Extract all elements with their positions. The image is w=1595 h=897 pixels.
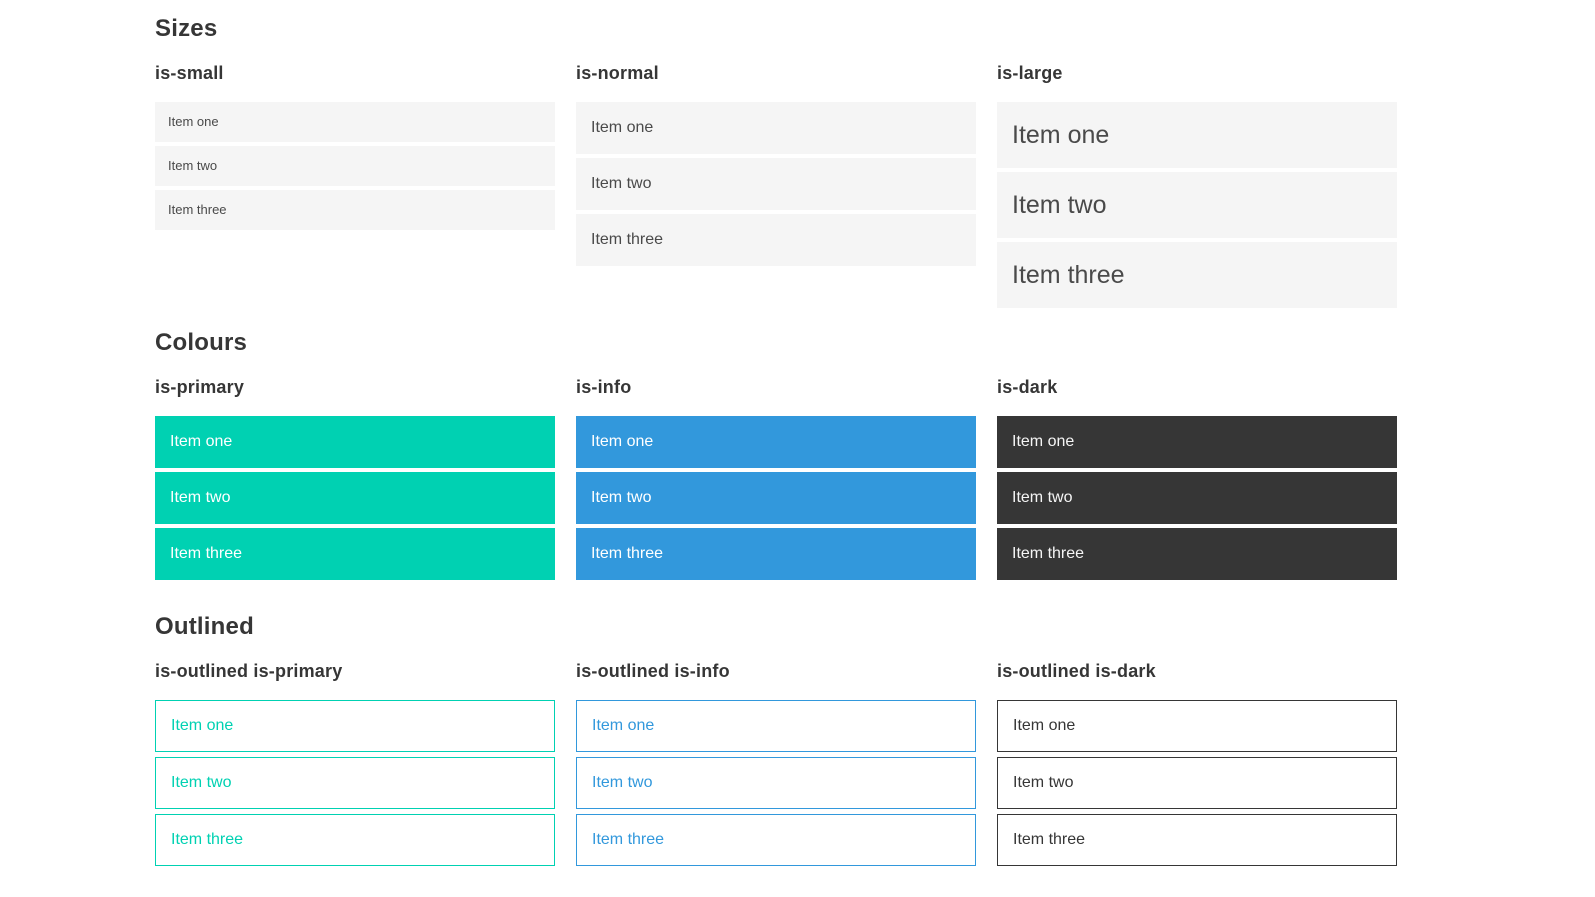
column-is-primary: is-primary Item one Item two Item three [155, 376, 555, 580]
list-is-info: Item one Item two Item three [576, 416, 976, 580]
column-outlined-info: is-outlined is-info Item one Item two It… [576, 660, 976, 866]
list-item[interactable]: Item one [997, 700, 1397, 752]
list-item[interactable]: Item three [155, 814, 555, 866]
list-item[interactable]: Item three [155, 190, 555, 230]
list-item[interactable]: Item three [576, 214, 976, 266]
list-outlined-dark: Item one Item two Item three [997, 700, 1397, 866]
list-item[interactable]: Item one [576, 416, 976, 468]
list-is-small: Item one Item two Item three [155, 102, 555, 230]
column-is-small: is-small Item one Item two Item three [155, 62, 555, 308]
sizes-columns: is-small Item one Item two Item three is… [155, 62, 1397, 308]
column-is-dark: is-dark Item one Item two Item three [997, 376, 1397, 580]
section-title-outlined: Outlined [155, 613, 254, 640]
list-item[interactable]: Item one [997, 102, 1397, 168]
column-outlined-primary: is-outlined is-primary Item one Item two… [155, 660, 555, 866]
section-outlined: Outlined is-outlined is-primary Item one… [155, 612, 1595, 866]
list-item[interactable]: Item one [576, 700, 976, 752]
list-item[interactable]: Item three [997, 242, 1397, 308]
list-item[interactable]: Item two [576, 158, 976, 210]
list-item[interactable]: Item two [155, 757, 555, 809]
list-outlined-primary: Item one Item two Item three [155, 700, 555, 866]
column-is-info: is-info Item one Item two Item three [576, 376, 976, 580]
list-item[interactable]: Item two [155, 472, 555, 524]
list-item[interactable]: Item three [576, 814, 976, 866]
group-heading-outlined-dark: is-outlined is-dark [997, 661, 1156, 681]
section-sizes: Sizes is-small Item one Item two Item th… [155, 14, 1595, 308]
list-item[interactable]: Item one [576, 102, 976, 154]
list-item[interactable]: Item two [576, 472, 976, 524]
list-item[interactable]: Item three [997, 814, 1397, 866]
list-item[interactable]: Item three [155, 528, 555, 580]
section-title-sizes: Sizes [155, 15, 218, 42]
list-item[interactable]: Item three [576, 528, 976, 580]
colours-columns: is-primary Item one Item two Item three … [155, 376, 1397, 580]
list-item[interactable]: Item one [997, 416, 1397, 468]
section-title-colours: Colours [155, 329, 248, 356]
list-item[interactable]: Item one [155, 102, 555, 142]
group-heading-is-primary: is-primary [155, 377, 245, 397]
group-heading-is-dark: is-dark [997, 377, 1058, 397]
list-item[interactable]: Item one [155, 416, 555, 468]
column-is-normal: is-normal Item one Item two Item three [576, 62, 976, 308]
group-heading-outlined-info: is-outlined is-info [576, 661, 730, 681]
list-item[interactable]: Item two [576, 757, 976, 809]
list-outlined-info: Item one Item two Item three [576, 700, 976, 866]
list-item[interactable]: Item two [997, 472, 1397, 524]
component-demo-page: Sizes is-small Item one Item two Item th… [155, 14, 1595, 866]
section-colours: Colours is-primary Item one Item two Ite… [155, 328, 1595, 580]
list-item[interactable]: Item three [997, 528, 1397, 580]
list-is-normal: Item one Item two Item three [576, 102, 976, 266]
list-item[interactable]: Item two [997, 757, 1397, 809]
column-is-large: is-large Item one Item two Item three [997, 62, 1397, 308]
list-is-large: Item one Item two Item three [997, 102, 1397, 308]
list-is-primary: Item one Item two Item three [155, 416, 555, 580]
group-heading-is-info: is-info [576, 377, 632, 397]
group-heading-is-normal: is-normal [576, 63, 659, 83]
group-heading-outlined-primary: is-outlined is-primary [155, 661, 343, 681]
group-heading-is-small: is-small [155, 63, 224, 83]
list-item[interactable]: Item one [155, 700, 555, 752]
group-heading-is-large: is-large [997, 63, 1063, 83]
list-is-dark: Item one Item two Item three [997, 416, 1397, 580]
list-item[interactable]: Item two [997, 172, 1397, 238]
column-outlined-dark: is-outlined is-dark Item one Item two It… [997, 660, 1397, 866]
list-item[interactable]: Item two [155, 146, 555, 186]
outlined-columns: is-outlined is-primary Item one Item two… [155, 660, 1397, 866]
